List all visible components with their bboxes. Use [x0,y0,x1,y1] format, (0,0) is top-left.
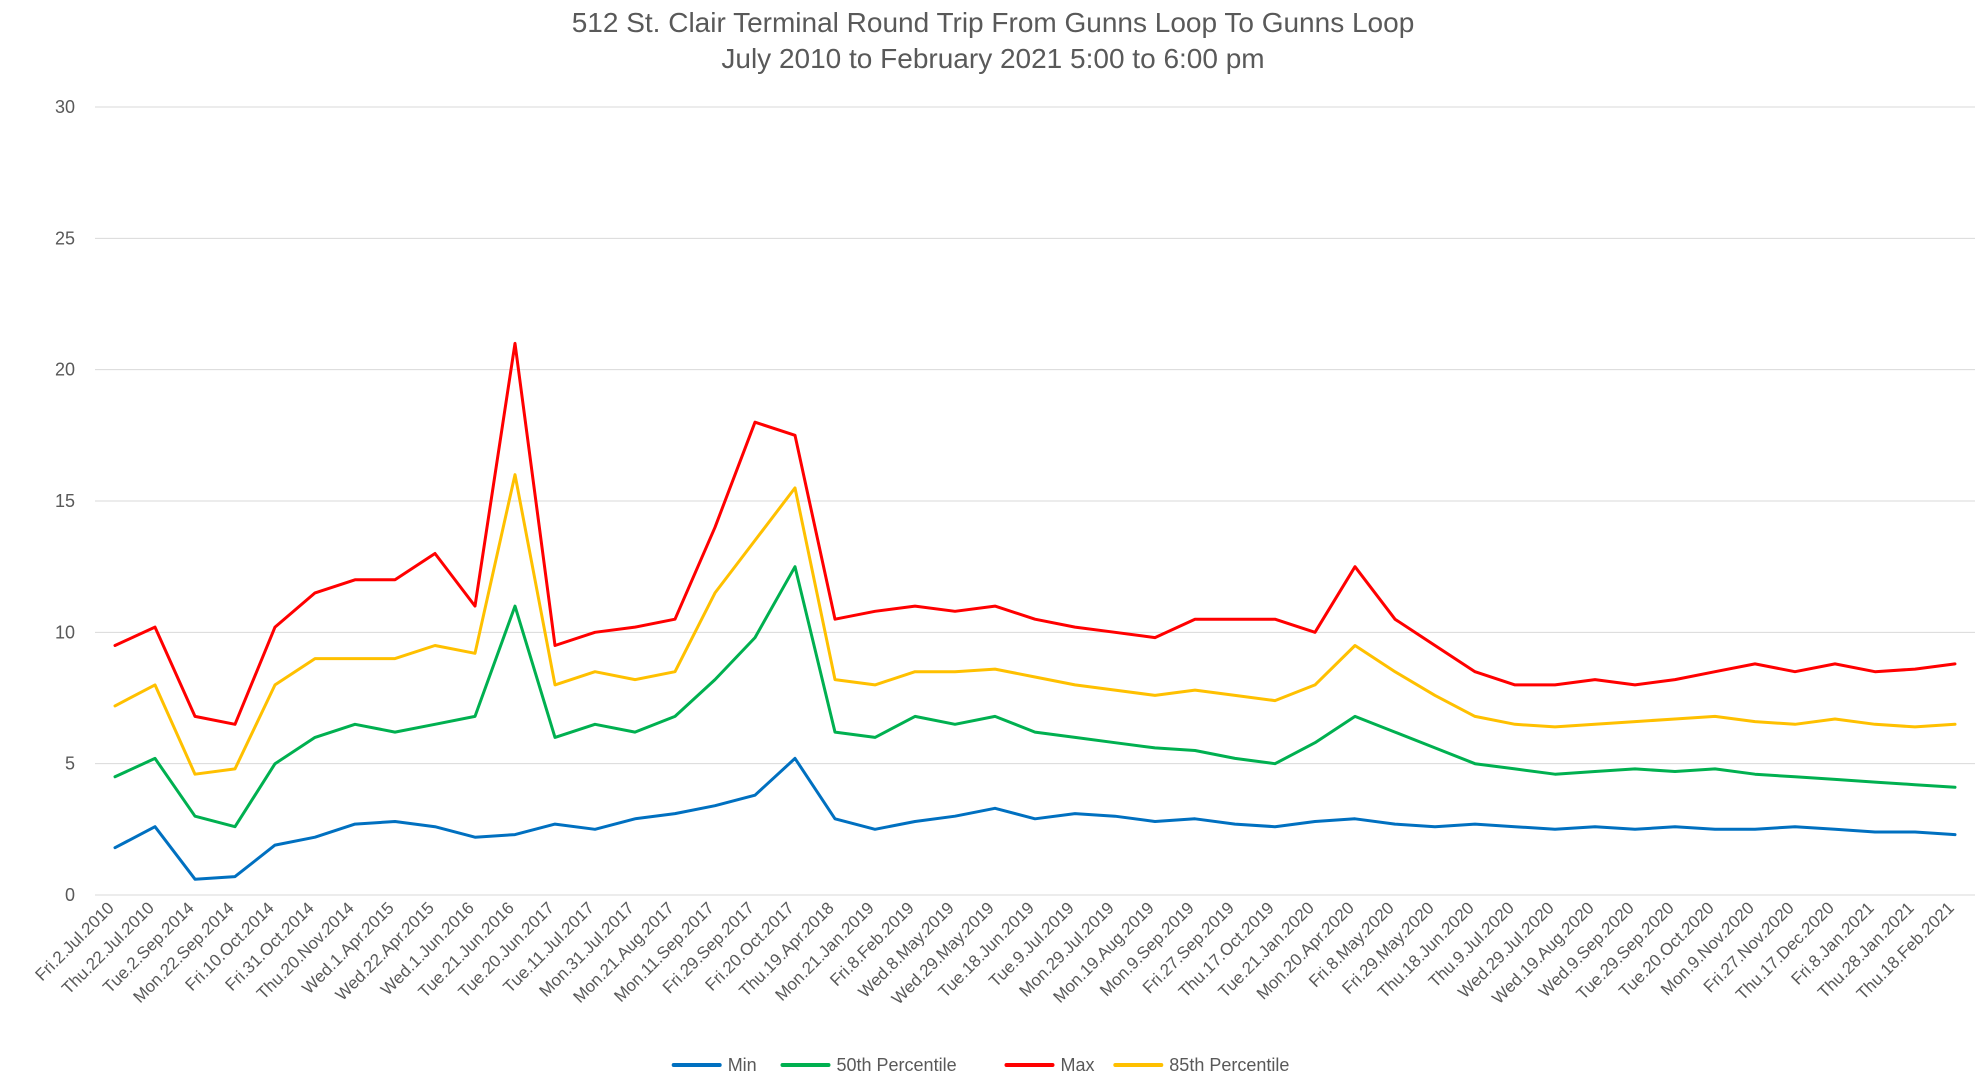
chart-subtitle: July 2010 to February 2021 5:00 to 6:00 … [721,43,1264,74]
y-tick-label: 0 [65,885,75,905]
series-line-1 [113,565,1957,829]
chart-title: 512 St. Clair Terminal Round Trip From G… [572,7,1415,38]
legend-label-3: 85th Percentile [1169,1055,1289,1075]
legend: Min 50th Percentile Max 85th Percentile [671,1055,1289,1075]
y-axis-ticks: 0 5 10 15 20 25 30 [55,97,75,905]
series-lines [113,341,1957,881]
y-tick-label: 20 [55,360,75,380]
gridlines [95,106,1975,896]
legend-label-2: Max [1061,1055,1095,1075]
x-axis-ticks: Fri.2.Jul.2010Thu.22.Jul.2010Tue.2.Sep.2… [32,898,1958,1008]
legend-label-0: Min [728,1055,757,1075]
y-tick-label: 10 [55,622,75,642]
series-line-0 [113,756,1957,881]
y-tick-label: 25 [55,228,75,248]
y-tick-label: 30 [55,97,75,117]
series-line-3 [113,473,1957,776]
series-line-2 [113,341,1957,726]
y-tick-label: 15 [55,491,75,511]
y-tick-label: 5 [65,754,75,774]
legend-label-1: 50th Percentile [837,1055,957,1075]
